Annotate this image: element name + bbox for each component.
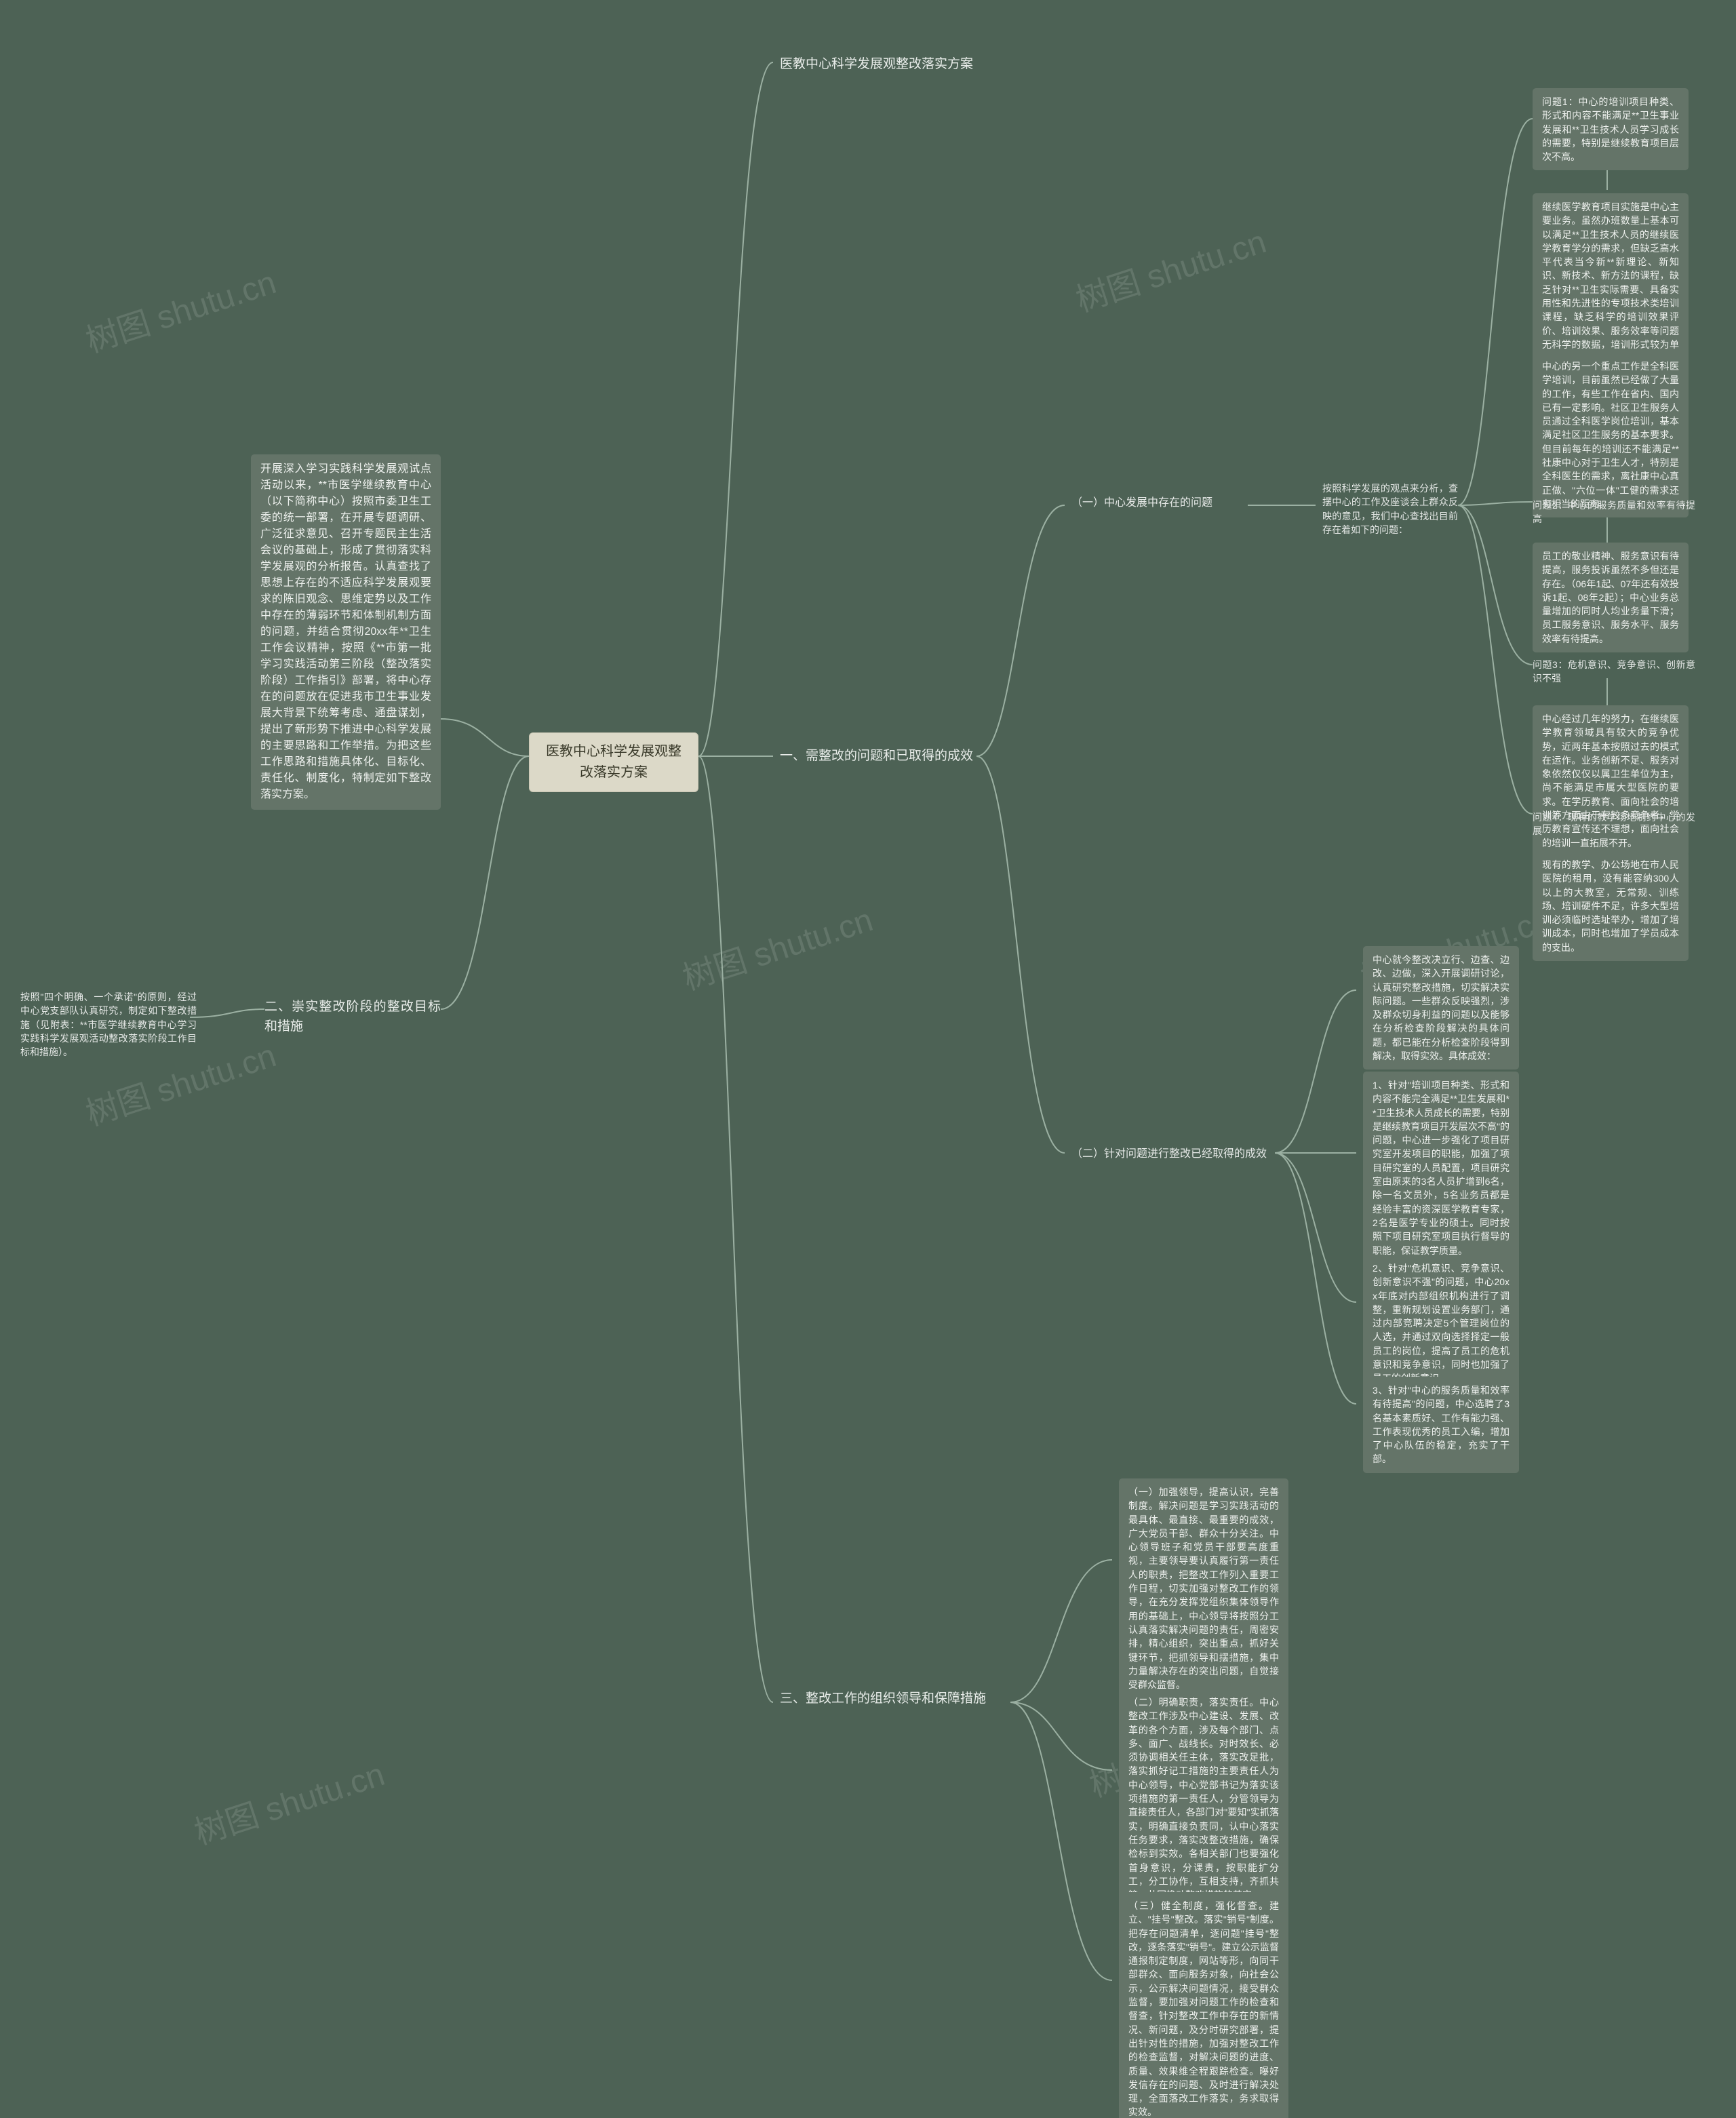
s1a-intro: 按照科学发展的观点来分析，查摆中心的工作及座谈会上群众反映的意见，我们中心查找出… xyxy=(1322,482,1458,536)
s1b-title: （二）针对问题进行整改已经取得的成效 xyxy=(1071,1146,1275,1162)
q4-title: 问题4：现有的教学场地制约中心的发展 xyxy=(1533,810,1695,838)
fix1: 1、针对"培训项目种类、形式和内容不能完全满足**卫生发展和**卫生技术人员成长… xyxy=(1363,1072,1519,1264)
section1-title: 一、需整改的问题和已取得的成效 xyxy=(780,746,983,766)
q3-title: 问题3：危机意识、竞争意识、创新意识不强 xyxy=(1533,658,1695,686)
watermark: 树图 shutu.cn xyxy=(187,1748,389,1854)
fix3: 3、针对"中心的服务质量和效率有待提高"的问题，中心选聘了3名基本素质好、工作有… xyxy=(1363,1377,1519,1473)
section2-title: 二、崇实整改阶段的整改目标和措施 xyxy=(264,997,441,1037)
s1b-intro: 中心就今整改决立行、边查、边改、边做，深入开展调研讨论，认真研究整改措施，切实解… xyxy=(1363,946,1519,1070)
m3: （三）健全制度，强化督查。建立、"挂号"整改。落实"销号"制度。把存在问题清单，… xyxy=(1119,1892,1288,2118)
s1a-title: （一）中心发展中存在的问题 xyxy=(1071,495,1248,511)
q1-title: 问题1：中心的培训项目种类、形式和内容不能满足**卫生事业发展和**卫生技术人员… xyxy=(1533,88,1689,170)
m1: （一）加强领导，提高认识，完善制度。解决问题是学习实践活动的最具体、最直接、最重… xyxy=(1119,1478,1288,1698)
watermark: 树图 shutu.cn xyxy=(675,893,877,999)
q4-body: 现有的教学、办公场地在市人民医院的租用，没有能容纳300人以上的大教室，无常规、… xyxy=(1533,851,1689,961)
q2-pre: 中心的另一个重点工作是全科医学培训，目前虽然已经做了大量的工作，有些工作在省内、… xyxy=(1533,353,1689,517)
m2: （二）明确职责，落实责任。中心整改工作涉及中心建设、发展、改革的各个方面，涉及每… xyxy=(1119,1689,1288,1908)
q2-body: 员工的敬业精神、服务意识有待提高，服务投诉虽然不多但还是存在。（06年1起、07… xyxy=(1533,543,1689,652)
section3-title: 三、整改工作的组织领导和保障措施 xyxy=(780,1689,1010,1708)
intro-box: 开展深入学习实践科学发展观试点活动以来，**市医学继续教育中心（以下简称中心）按… xyxy=(251,454,441,810)
title-node: 医教中心科学发展观整改落实方案 xyxy=(780,54,1024,74)
root-node: 医教中心科学发展观整改落实方案 xyxy=(529,732,698,792)
q2-title: 问题2：中心的服务质量和效率有待提高 xyxy=(1533,498,1695,526)
fix2: 2、针对"危机意识、竞争意识、创新意识不强"的问题，中心20xx年底对内部组织机… xyxy=(1363,1255,1519,1392)
section2-text: 按照"四个明确、一个承诺"的原则，经过中心党支部队认真研究，制定如下整改措施（见… xyxy=(20,990,197,1059)
watermark: 树图 shutu.cn xyxy=(1069,215,1271,321)
watermark: 树图 shutu.cn xyxy=(79,256,281,361)
